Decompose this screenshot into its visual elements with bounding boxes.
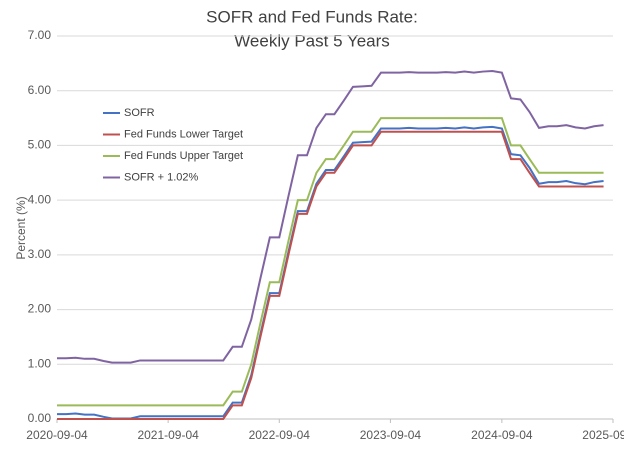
y-tick-label: 3.00 <box>28 247 52 261</box>
x-tick-label: 2024-09-04 <box>471 428 533 442</box>
series-line <box>57 70 604 364</box>
series-line <box>57 125 604 420</box>
y-tick-label: 2.00 <box>28 302 52 316</box>
legend-label: Fed Funds Upper Target <box>124 150 243 162</box>
y-tick-label: 6.00 <box>28 83 52 97</box>
chart-title: SOFR and Fed Funds Rate: <box>206 7 418 26</box>
legend-label: SOFR <box>124 107 155 119</box>
x-tick-label: 2020-09-04 <box>26 428 88 442</box>
y-tick-label: 4.00 <box>28 192 52 206</box>
x-tick-label: 2025-09-04 <box>582 428 624 442</box>
x-tick-label: 2023-09-04 <box>360 428 422 442</box>
x-tick-label: 2022-09-04 <box>249 428 311 442</box>
y-tick-label: 5.00 <box>28 138 52 152</box>
x-tick-label: 2021-09-04 <box>137 428 199 442</box>
series-line <box>57 117 604 407</box>
legend-label: SOFR + 1.02% <box>124 171 199 183</box>
series-line <box>57 130 604 420</box>
legend-label: Fed Funds Lower Target <box>124 128 243 140</box>
chart-subtitle: Weekly Past 5 Years <box>234 31 390 50</box>
y-axis-label: Percent (%) <box>14 196 28 259</box>
y-tick-label: 7.00 <box>28 28 52 42</box>
y-tick-label: 0.00 <box>28 411 52 425</box>
y-tick-label: 1.00 <box>28 356 52 370</box>
